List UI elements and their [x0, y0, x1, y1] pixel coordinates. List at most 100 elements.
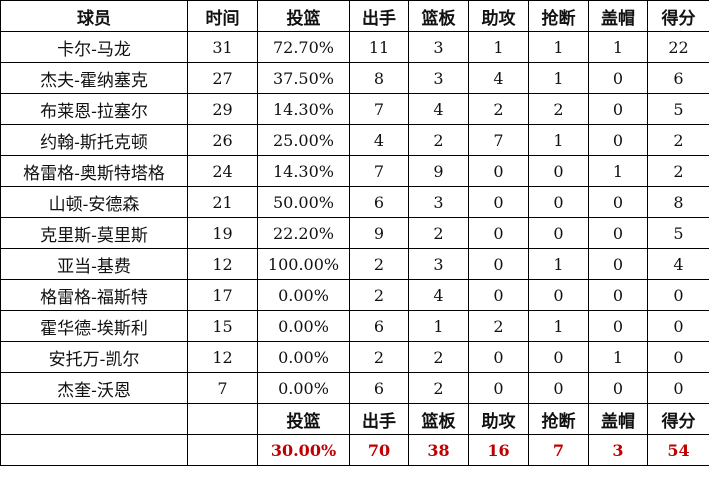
stat-cell: 9: [349, 217, 409, 249]
stat-cell: 8: [349, 62, 409, 94]
stat-cell: 0: [468, 341, 529, 373]
header-cell: 篮板: [408, 0, 469, 32]
stat-cell: 0: [468, 155, 529, 187]
player-name-cell: 霍华德-埃斯利: [0, 310, 188, 342]
stat-cell: 0: [647, 372, 709, 404]
stat-cell: 0: [528, 217, 589, 249]
player-name-cell: 杰奎-沃恩: [0, 372, 188, 404]
player-name-cell: 克里斯-莫里斯: [0, 217, 188, 249]
stat-cell: 2: [647, 155, 709, 187]
stat-cell: 4: [468, 62, 529, 94]
stat-cell: 0: [588, 279, 648, 311]
header-row: 球员 时间 投篮 出手 篮板 助攻 抢断 盖帽 得分: [0, 0, 709, 32]
empty-cell: [187, 403, 258, 435]
total-cell: 7: [528, 434, 589, 466]
table-row: 布莱恩-拉塞尔 29 14.30% 7 4 2 2 0 5: [0, 93, 709, 125]
header-cell: 篮板: [408, 403, 469, 435]
stat-cell: 11: [349, 31, 409, 63]
stat-cell: 6: [647, 62, 709, 94]
total-cell: 30.00%: [257, 434, 350, 466]
header-cell: 出手: [349, 403, 409, 435]
stat-cell: 0: [588, 93, 648, 125]
stat-cell: 0.00%: [257, 372, 350, 404]
stat-cell: 4: [349, 124, 409, 156]
stat-cell: 22: [647, 31, 709, 63]
total-cell: 3: [588, 434, 648, 466]
stat-cell: 2: [468, 93, 529, 125]
stat-cell: 1: [588, 155, 648, 187]
stat-cell: 0: [468, 248, 529, 280]
stat-cell: 7: [349, 93, 409, 125]
stat-cell: 1: [528, 62, 589, 94]
stat-cell: 17: [187, 279, 258, 311]
stat-cell: 0: [468, 186, 529, 218]
table-row: 杰夫-霍纳塞克 27 37.50% 8 3 4 1 0 6: [0, 62, 709, 94]
stat-cell: 0: [468, 372, 529, 404]
stat-cell: 0: [647, 341, 709, 373]
stat-cell: 4: [408, 279, 469, 311]
stat-cell: 6: [349, 372, 409, 404]
empty-cell: [0, 403, 188, 435]
stat-cell: 2: [468, 310, 529, 342]
stat-cell: 19: [187, 217, 258, 249]
stat-cell: 5: [647, 93, 709, 125]
player-stats-table: 球员 时间 投篮 出手 篮板 助攻 抢断 盖帽 得分 卡尔-马龙 31 72.70% 11 3 1 1 1 22 杰…: [0, 0, 709, 466]
stat-cell: 0: [588, 372, 648, 404]
table-row: 霍华德-埃斯利 15 0.00% 6 1 2 1 0 0: [0, 310, 709, 342]
header-cell: 盖帽: [588, 403, 648, 435]
table-row: 格雷格-福斯特 17 0.00% 2 4 0 0 0 0: [0, 279, 709, 311]
stat-cell: 25.00%: [257, 124, 350, 156]
stat-cell: 31: [187, 31, 258, 63]
header-cell: 抢断: [528, 0, 589, 32]
player-name-cell: 山顿-安德森: [0, 186, 188, 218]
stat-cell: 21: [187, 186, 258, 218]
header-cell: 抢断: [528, 403, 589, 435]
table-row: 卡尔-马龙 31 72.70% 11 3 1 1 1 22: [0, 31, 709, 63]
stat-cell: 1: [588, 341, 648, 373]
player-name-cell: 约翰-斯托克顿: [0, 124, 188, 156]
header-cell: 投篮: [257, 0, 350, 32]
stat-cell: 72.70%: [257, 31, 350, 63]
stat-cell: 3: [408, 62, 469, 94]
stat-cell: 2: [349, 341, 409, 373]
stat-cell: 0.00%: [257, 310, 350, 342]
stat-cell: 6: [349, 310, 409, 342]
empty-cell: [0, 434, 188, 466]
stat-cell: 3: [408, 186, 469, 218]
stat-cell: 1: [528, 310, 589, 342]
stat-cell: 15: [187, 310, 258, 342]
stat-cell: 0: [588, 186, 648, 218]
stat-cell: 0: [468, 279, 529, 311]
stat-cell: 0: [588, 217, 648, 249]
stat-cell: 22.20%: [257, 217, 350, 249]
stat-cell: 8: [647, 186, 709, 218]
table-row: 山顿-安德森 21 50.00% 6 3 0 0 0 8: [0, 186, 709, 218]
stat-cell: 0: [588, 62, 648, 94]
stat-cell: 100.00%: [257, 248, 350, 280]
stat-cell: 5: [647, 217, 709, 249]
header-cell: 助攻: [468, 0, 529, 32]
player-name-cell: 卡尔-马龙: [0, 31, 188, 63]
stat-cell: 2: [349, 279, 409, 311]
stat-cell: 0: [588, 310, 648, 342]
stat-cell: 2: [528, 93, 589, 125]
stat-cell: 0: [588, 248, 648, 280]
stat-cell: 2: [408, 124, 469, 156]
stat-cell: 2: [408, 217, 469, 249]
stat-cell: 6: [349, 186, 409, 218]
stat-cell: 0: [647, 310, 709, 342]
stat-cell: 29: [187, 93, 258, 125]
header-cell: 盖帽: [588, 0, 648, 32]
stat-cell: 0: [528, 372, 589, 404]
header-cell: 出手: [349, 0, 409, 32]
player-name-cell: 格雷格-奥斯特塔格: [0, 155, 188, 187]
table-row: 克里斯-莫里斯 19 22.20% 9 2 0 0 0 5: [0, 217, 709, 249]
player-name-cell: 杰夫-霍纳塞克: [0, 62, 188, 94]
stat-cell: 2: [408, 372, 469, 404]
stat-cell: 0: [588, 124, 648, 156]
header-cell: 得分: [647, 0, 709, 32]
stat-cell: 0: [528, 155, 589, 187]
stat-cell: 1: [528, 31, 589, 63]
stat-cell: 4: [408, 93, 469, 125]
player-name-cell: 安托万-凯尔: [0, 341, 188, 373]
